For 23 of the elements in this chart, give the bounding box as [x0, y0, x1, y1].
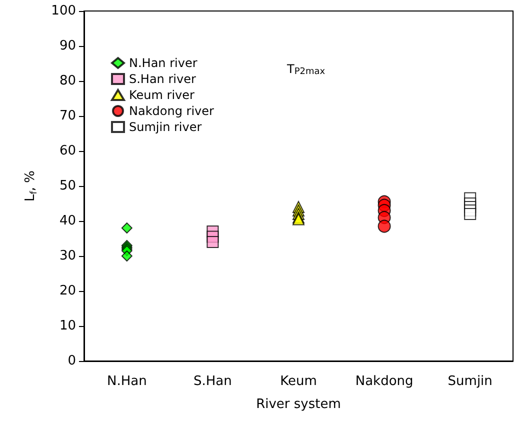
legend-label: Sumjin river — [129, 120, 202, 134]
x-tick-label: N.Han — [106, 374, 147, 389]
y-tick-label: 60 — [59, 144, 76, 158]
x-tick-label: Nakdong — [355, 374, 414, 389]
y-tick-label: 10 — [59, 318, 76, 334]
y-tick-label: 80 — [59, 74, 76, 88]
y-axis-title: Lf, % — [23, 170, 40, 202]
legend-label: Keum river — [129, 88, 195, 102]
legend-label: S.Han river — [129, 72, 196, 86]
legend-label: N.Han river — [129, 56, 198, 70]
y-tick-label: 100 — [51, 4, 76, 18]
y-tick-label: 50 — [59, 178, 76, 194]
y-tick-label: 90 — [59, 38, 76, 54]
x-tick-label: Keum — [280, 374, 317, 389]
y-tick-label: 70 — [59, 108, 76, 124]
legend-label: Nakdong river — [129, 104, 214, 118]
x-tick-label: Sumjin — [448, 374, 492, 389]
y-tick-label: 30 — [59, 248, 76, 264]
y-tick-label: 0 — [68, 354, 76, 368]
y-tick-label: 20 — [59, 284, 76, 298]
x-axis-title: River system — [256, 397, 341, 412]
x-tick-label: S.Han — [194, 374, 232, 389]
y-tick-label: 40 — [59, 214, 76, 228]
